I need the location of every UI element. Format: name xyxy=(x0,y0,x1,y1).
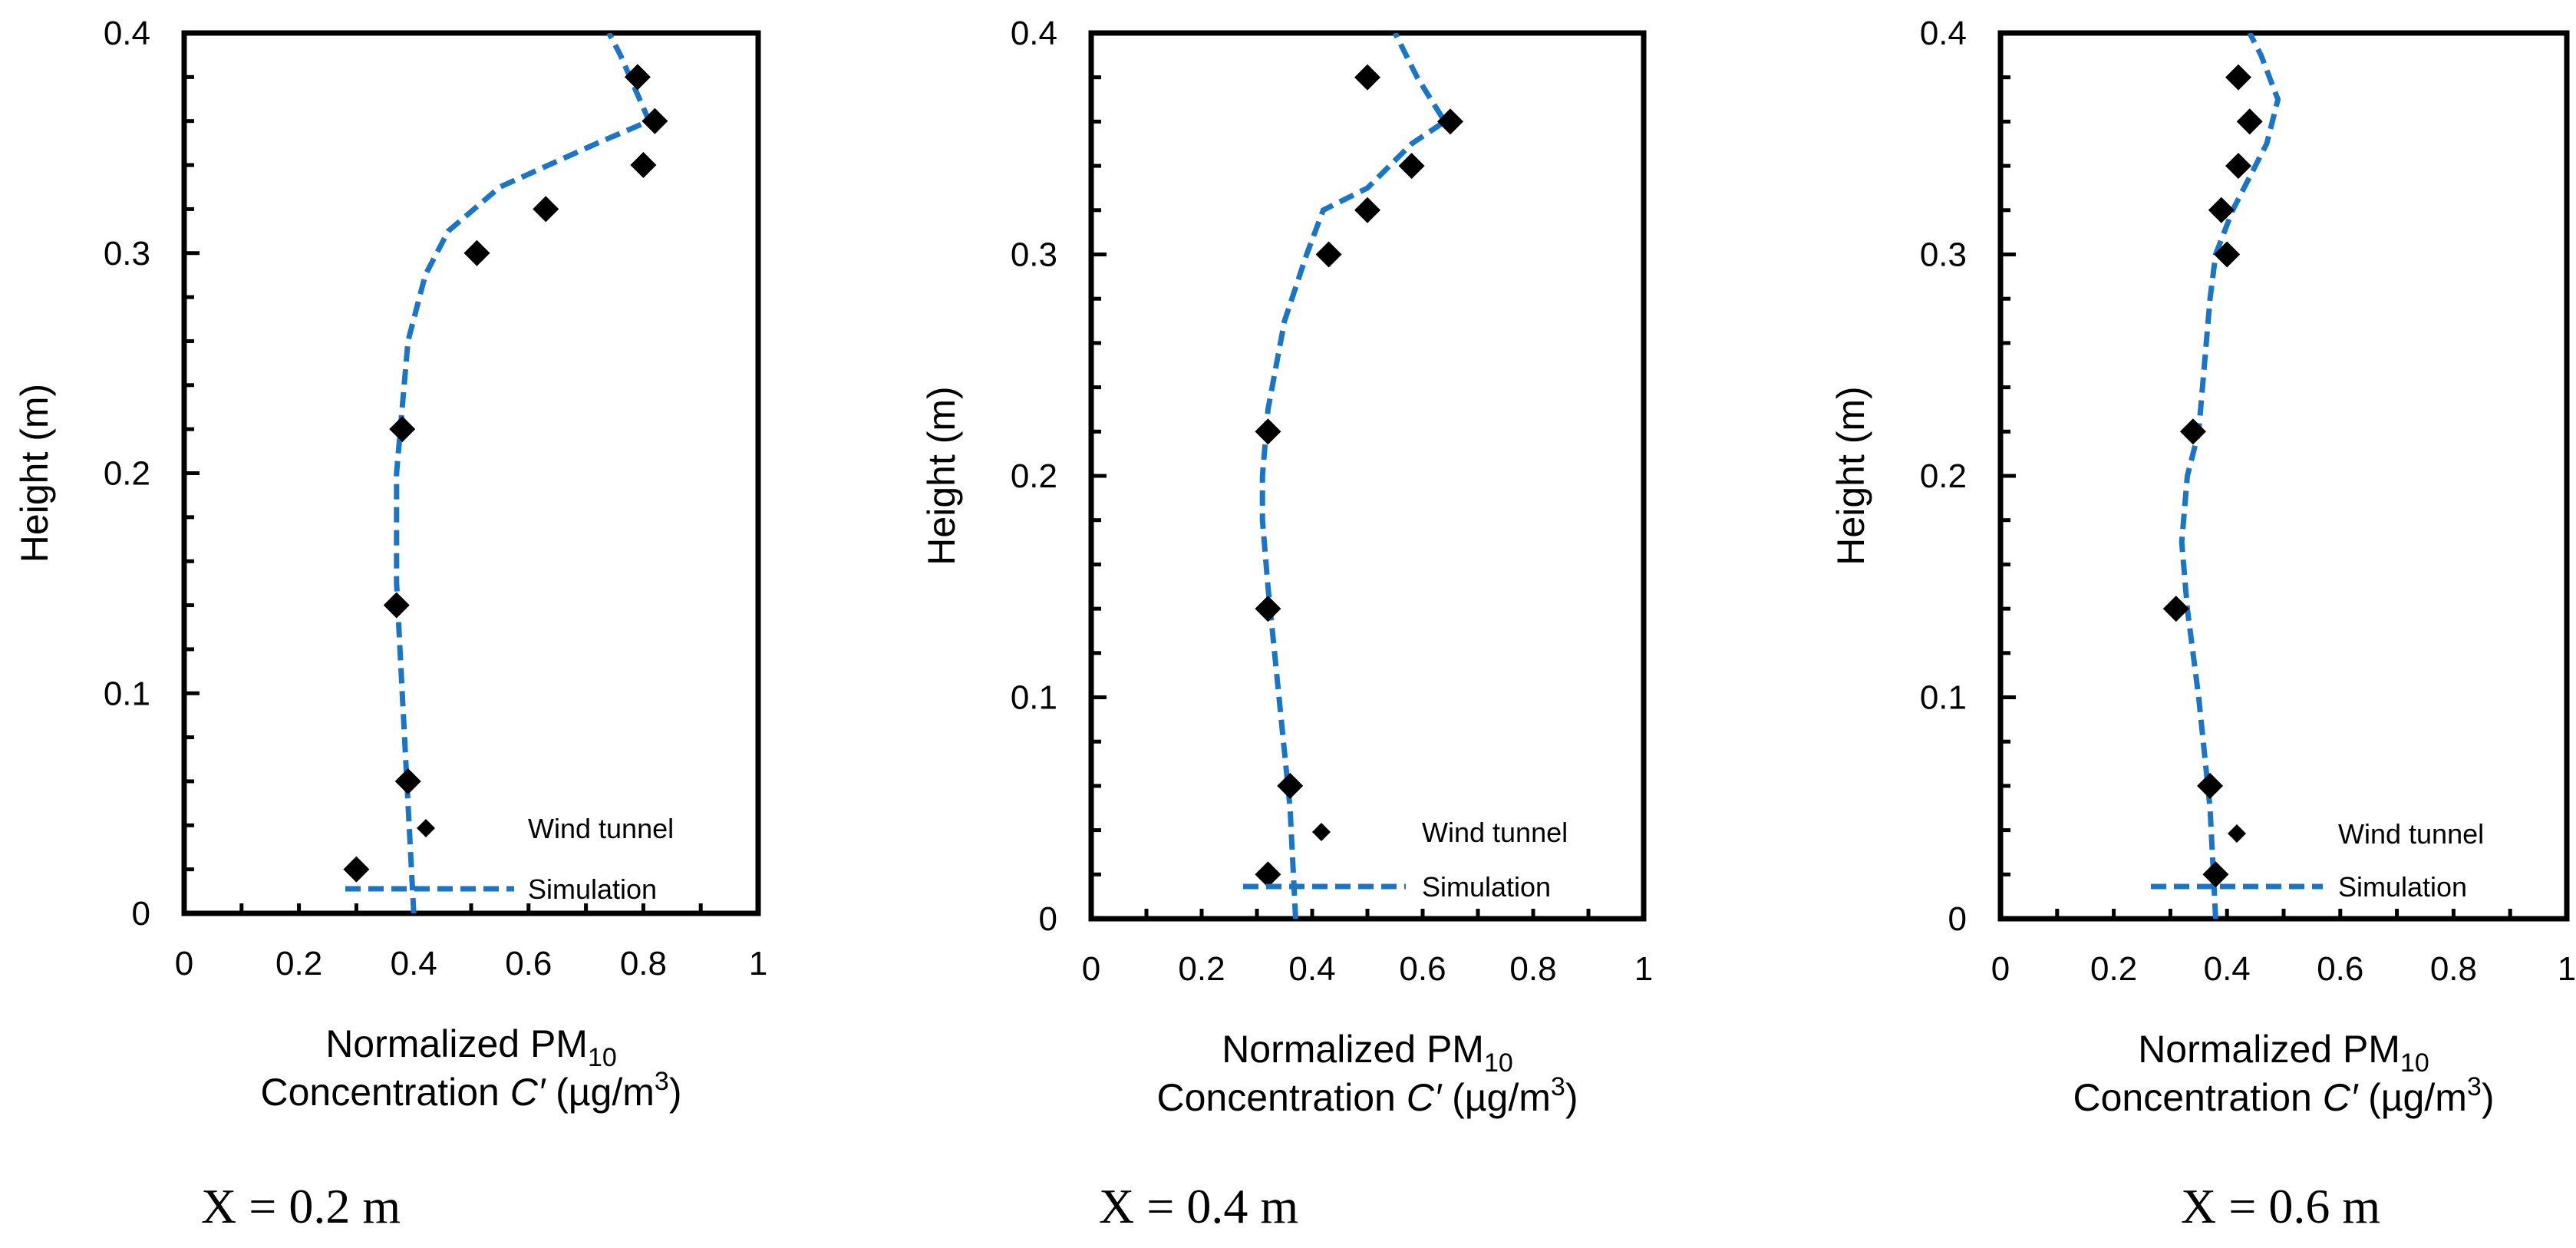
wind-tunnel-point xyxy=(389,416,416,443)
chart-panel-1: 0 0.1 0.2 0.3 0.4 0 0.2 0.4 0.6 0.8 1 Height (m) Nor… xyxy=(13,15,767,1233)
panel-caption: X = 0.4 m xyxy=(1099,1179,1298,1233)
wind-tunnel-point xyxy=(1255,418,1281,445)
y-tick-label: 0 xyxy=(1948,900,1967,938)
plot-frame xyxy=(1997,30,2570,922)
wind-tunnel-point xyxy=(1277,772,1304,799)
plot-frame xyxy=(181,30,761,916)
x-tick-label: 0.4 xyxy=(391,945,437,982)
wind-tunnel-point xyxy=(624,64,651,91)
y-tick-label: 0.3 xyxy=(104,235,150,272)
simulation-line xyxy=(2179,33,2281,919)
x-axis-title-line1: Normalized PM10 xyxy=(1222,1028,1513,1078)
y-tick-label: 0 xyxy=(132,895,150,933)
wind-tunnel-point xyxy=(1437,108,1463,135)
legend: Wind tunnel Simulation xyxy=(345,813,674,905)
wind-tunnel-point xyxy=(343,856,370,883)
panel-caption: X = 0.2 m xyxy=(201,1179,401,1233)
x-tick-label: 0.2 xyxy=(1178,950,1225,988)
wind-tunnel-point xyxy=(533,196,559,223)
y-tick-label: 0 xyxy=(1039,900,1057,938)
x-tick-label: 1 xyxy=(2558,950,2576,988)
x-tick-label: 0.8 xyxy=(620,945,667,982)
wind-tunnel-point xyxy=(1398,153,1425,180)
legend-label-wind-tunnel: Wind tunnel xyxy=(528,813,674,844)
wind-tunnel-point xyxy=(2162,596,2189,622)
wind-tunnel-point xyxy=(1354,196,1380,223)
x-tick-label: 0.4 xyxy=(2204,950,2251,988)
wind-tunnel-point xyxy=(2225,64,2251,91)
x-tick-label: 1 xyxy=(749,945,767,982)
y-tick-label: 0.3 xyxy=(1011,236,1057,274)
y-tick-label: 0.4 xyxy=(1011,15,1057,52)
legend: Wind tunnel Simulation xyxy=(1243,817,1568,903)
x-axis-title-line1: Normalized PM10 xyxy=(325,1022,617,1072)
x-axis-title-line2: Concentration C′ (µg/m3) xyxy=(261,1067,682,1114)
x-tick-label: 0.6 xyxy=(505,945,552,982)
legend-label-simulation: Simulation xyxy=(528,873,657,905)
legend: Wind tunnel Simulation xyxy=(2151,818,2484,903)
wind-tunnel-point xyxy=(394,768,421,794)
x-tick-label: 0 xyxy=(1991,950,2010,988)
x-axis-title-line2: Concentration C′ (µg/m3) xyxy=(1157,1072,1578,1119)
wind-tunnel-point xyxy=(383,592,410,619)
legend-marker-wind-tunnel xyxy=(2228,824,2246,843)
panel-caption: X = 0.6 m xyxy=(2181,1179,2380,1233)
legend-marker-wind-tunnel xyxy=(1312,823,1331,841)
x-tick-label: 0 xyxy=(175,945,193,982)
x-tick-label: 0 xyxy=(1082,950,1100,988)
wind-tunnel-point xyxy=(2225,153,2251,180)
x-tick-label: 0.4 xyxy=(1288,950,1335,988)
x-axis-title-line1: Normalized PM10 xyxy=(2138,1028,2429,1078)
wind-tunnel-point xyxy=(1255,596,1281,622)
y-tick-label: 0.4 xyxy=(1920,15,1967,52)
y-tick-label: 0.1 xyxy=(104,675,150,712)
y-tick-label: 0.2 xyxy=(104,455,150,493)
chart-panel-3: 0 0.1 0.2 0.3 0.4 0 0.2 0.4 0.6 0.8 1 Height (m) Nor… xyxy=(1829,15,2576,1233)
y-tick-label: 0.3 xyxy=(1920,236,1967,274)
wind-tunnel-point xyxy=(463,239,490,266)
y-tick-label: 0.2 xyxy=(1011,457,1057,495)
wind-tunnel-point xyxy=(642,107,668,134)
x-tick-label: 0.2 xyxy=(275,945,322,982)
legend-label-simulation: Simulation xyxy=(2338,871,2467,903)
chart-panel-2: 0 0.1 0.2 0.3 0.4 0 0.2 0.4 0.6 0.8 1 Height (m) Nor… xyxy=(920,15,1653,1233)
legend-label-simulation: Simulation xyxy=(1422,871,1551,903)
wind-tunnel-point xyxy=(1354,64,1380,91)
x-tick-label: 0.6 xyxy=(2317,950,2363,988)
x-axis-title-line2: Concentration C′ (µg/m3) xyxy=(2073,1072,2495,1119)
y-axis-title: Height (m) xyxy=(1829,386,1872,565)
wind-tunnel-point xyxy=(1315,241,1342,268)
wind-tunnel-point xyxy=(2197,772,2224,799)
x-tick-label: 0.8 xyxy=(1509,950,1556,988)
simulation-line xyxy=(1259,33,1449,919)
x-tick-label: 0.8 xyxy=(2430,950,2477,988)
x-tick-label: 0.2 xyxy=(2090,950,2137,988)
y-tick-label: 0.1 xyxy=(1011,679,1057,717)
legend-label-wind-tunnel: Wind tunnel xyxy=(1422,817,1568,848)
x-tick-label: 0.6 xyxy=(1399,950,1446,988)
simulation-line xyxy=(394,33,653,913)
y-tick-label: 0.2 xyxy=(1920,457,1967,495)
wind-tunnel-point xyxy=(1255,861,1281,888)
wind-tunnel-point xyxy=(2214,241,2241,268)
y-axis-title: Height (m) xyxy=(13,384,56,563)
y-axis-title: Height (m) xyxy=(920,386,963,565)
legend-label-wind-tunnel: Wind tunnel xyxy=(2338,818,2484,850)
x-tick-label: 1 xyxy=(1634,950,1653,988)
legend-marker-wind-tunnel xyxy=(417,819,435,837)
wind-tunnel-point xyxy=(2236,108,2263,135)
plot-frame xyxy=(1088,30,1647,922)
wind-tunnel-point xyxy=(2179,418,2206,445)
y-tick-label: 0.1 xyxy=(1920,679,1967,717)
wind-tunnel-point xyxy=(2202,861,2229,888)
y-tick-label: 0.4 xyxy=(104,15,150,52)
wind-tunnel-point xyxy=(630,152,657,179)
wind-tunnel-point xyxy=(2208,196,2235,223)
